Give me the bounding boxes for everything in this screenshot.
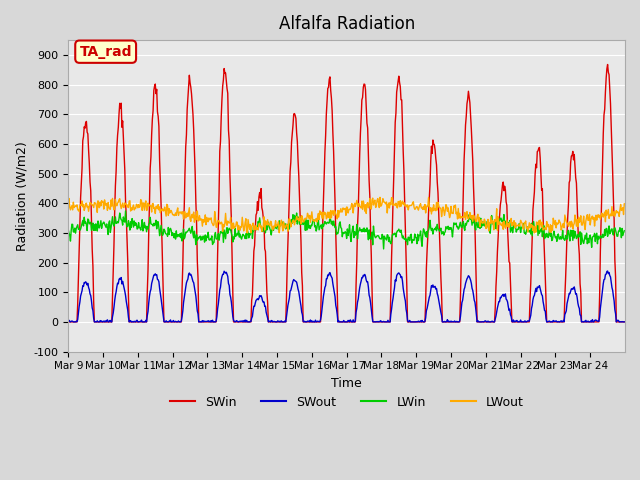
LWout: [65, 200, 72, 205]
LWin: [232, 232, 240, 238]
Legend: SWin, SWout, LWin, LWout: SWin, SWout, LWin, LWout: [164, 391, 529, 414]
LWin: [260, 222, 268, 228]
Line: SWin: SWin: [68, 64, 624, 322]
X-axis label: Time: Time: [332, 377, 362, 390]
LWout: [376, 194, 384, 200]
LWin: [281, 221, 289, 227]
SWin: [604, 61, 611, 67]
LWout: [405, 204, 413, 209]
LWout: [260, 214, 268, 220]
SWout: [620, 319, 628, 325]
SWout: [232, 319, 239, 324]
SWout: [404, 317, 412, 323]
Y-axis label: Radiation (W/m2): Radiation (W/m2): [15, 141, 28, 251]
SWin: [435, 209, 442, 215]
LWin: [122, 208, 129, 214]
SWin: [259, 215, 267, 221]
SWin: [280, 319, 288, 325]
SWout: [65, 319, 72, 325]
LWout: [130, 202, 138, 208]
LWout: [232, 224, 239, 229]
SWout: [604, 268, 611, 274]
SWout: [130, 319, 138, 325]
LWin: [405, 235, 413, 240]
Text: TA_rad: TA_rad: [79, 45, 132, 59]
SWin: [232, 319, 239, 325]
LWin: [380, 246, 387, 252]
SWout: [280, 319, 288, 325]
LWout: [243, 230, 251, 236]
Line: LWout: LWout: [68, 197, 624, 233]
LWin: [131, 218, 138, 224]
SWin: [404, 319, 412, 325]
SWout: [259, 300, 267, 305]
LWin: [436, 227, 444, 233]
LWout: [281, 225, 289, 231]
SWout: [435, 297, 442, 303]
Line: LWin: LWin: [68, 211, 624, 249]
LWout: [620, 201, 628, 207]
SWin: [130, 319, 138, 325]
LWin: [65, 227, 72, 232]
Line: SWout: SWout: [68, 271, 624, 322]
SWin: [65, 319, 72, 325]
LWin: [620, 228, 628, 234]
LWout: [436, 205, 444, 211]
Title: Alfalfa Radiation: Alfalfa Radiation: [278, 15, 415, 33]
SWin: [620, 319, 628, 325]
